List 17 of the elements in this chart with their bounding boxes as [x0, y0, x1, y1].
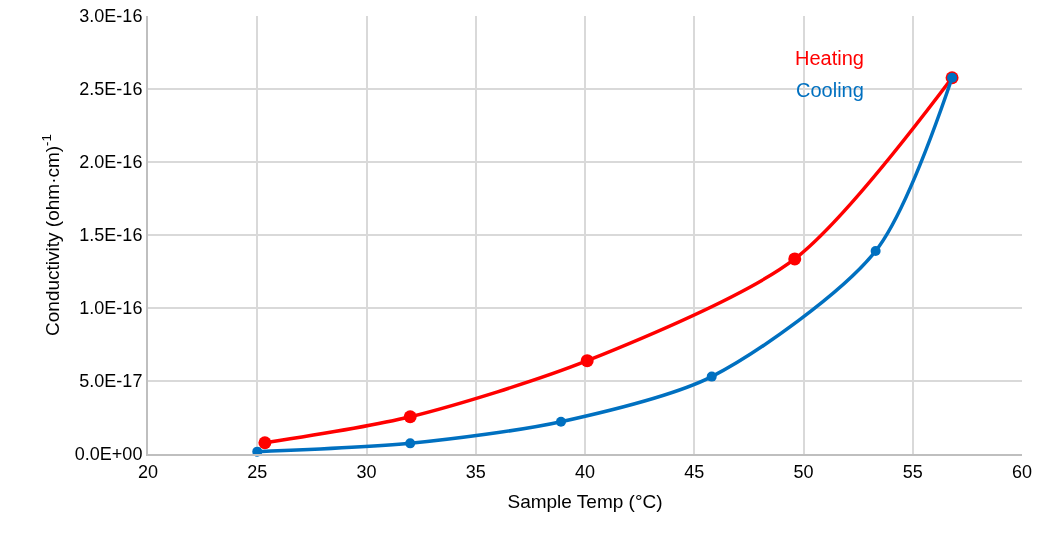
text: Heating — [795, 47, 864, 69]
x-tick-label: 60 — [1011, 461, 1033, 482]
x-tick-label: 30 — [356, 461, 377, 482]
x-tick-label: 50 — [793, 461, 814, 482]
x-tick-label: 40 — [574, 461, 596, 482]
y-tick-label: 2.5E-16 — [79, 79, 143, 100]
y-tick-label: 5.0E-17 — [79, 371, 143, 392]
text: Cooling — [796, 79, 864, 101]
x-tick-label: 45 — [684, 461, 705, 482]
y-tick-label: 1.0E-16 — [79, 298, 143, 319]
y-tick-label: 3.0E-16 — [79, 6, 143, 27]
y-tick-label: 2.0E-16 — [79, 152, 143, 173]
x-tick-label: 55 — [902, 461, 923, 482]
y-tick-label: 1.5E-16 — [79, 225, 143, 246]
x-axis-title: Sample Temp (°C) — [507, 490, 663, 512]
x-tick-label: 25 — [247, 461, 268, 482]
x-tick-label: 35 — [465, 461, 486, 482]
